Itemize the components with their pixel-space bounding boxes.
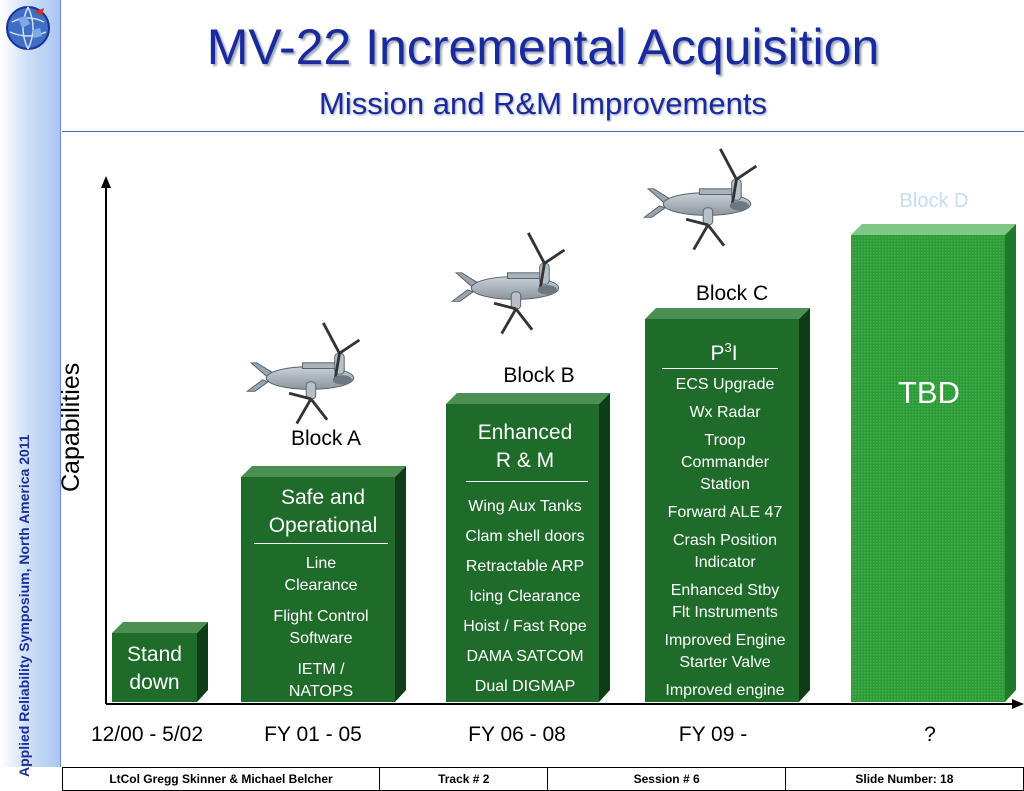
block-a: [241, 466, 406, 702]
period-label: FY 01 - 05: [264, 723, 362, 746]
block-d: [851, 224, 1016, 702]
block-c-heading: P3I: [710, 340, 738, 365]
page-subtitle: Mission and R&M Improvements: [319, 86, 767, 121]
globe-logo-icon: [6, 6, 50, 50]
block-a-items: Line Clearance Flight Control Software IET…: [273, 555, 369, 700]
x-axis-arrow: [1012, 699, 1024, 709]
footer-track: Track # 2: [380, 768, 549, 790]
block-b-items: Wing Aux Tanks Clam shell doors Retracta…: [463, 498, 587, 695]
block-b-heading: Enhanced R & M: [477, 421, 573, 472]
footer-bar: LtCol Gregg Skinner & Michael Belcher Tr…: [62, 767, 1024, 791]
header-divider: [62, 131, 1024, 132]
block-b: [446, 393, 610, 702]
period-label: ?: [924, 723, 936, 746]
block-b-label: Block B: [503, 364, 575, 387]
sidebar: Applied Reliability Symposium, North Ame…: [0, 0, 60, 777]
osprey-aircraft-icon: [642, 147, 758, 252]
period-label: FY 09 -: [678, 723, 748, 746]
block-c-label: Block C: [695, 282, 769, 305]
block-a-divider: [254, 543, 388, 544]
block-stand-down: [112, 622, 208, 702]
block-d-label: Block D: [899, 190, 969, 212]
block-b-divider: [466, 481, 588, 482]
period-label: FY 06 - 08: [468, 723, 566, 746]
footer-presenters: LtCol Gregg Skinner & Michael Belcher: [63, 768, 381, 790]
block-c-items: ECS Upgrade Wx Radar Troop Commander Stati…: [664, 376, 786, 699]
period-label: 12/00 - 5/02: [90, 723, 204, 746]
footer-session: Session # 6: [548, 768, 786, 790]
block-c: [645, 308, 810, 702]
footer-slide-number: Slide Number: 18: [855, 772, 954, 786]
sidebar-divider: [60, 0, 61, 767]
y-axis-label: Capabilities: [57, 362, 85, 492]
block-a-label: Block A: [290, 427, 362, 450]
block-a-heading: Safe and Operational: [268, 486, 378, 537]
capabilities-diagram: [101, 147, 1024, 709]
block-d-heading: TBD: [898, 375, 960, 410]
block-c-divider: [662, 368, 778, 369]
stand-down-heading: Stand down: [127, 643, 182, 694]
y-axis-arrow: [101, 176, 111, 188]
osprey-aircraft-icon: [245, 321, 361, 426]
page-title: MV-22 Incremental Acquisition: [206, 19, 880, 75]
osprey-aircraft-icon: [450, 231, 566, 336]
